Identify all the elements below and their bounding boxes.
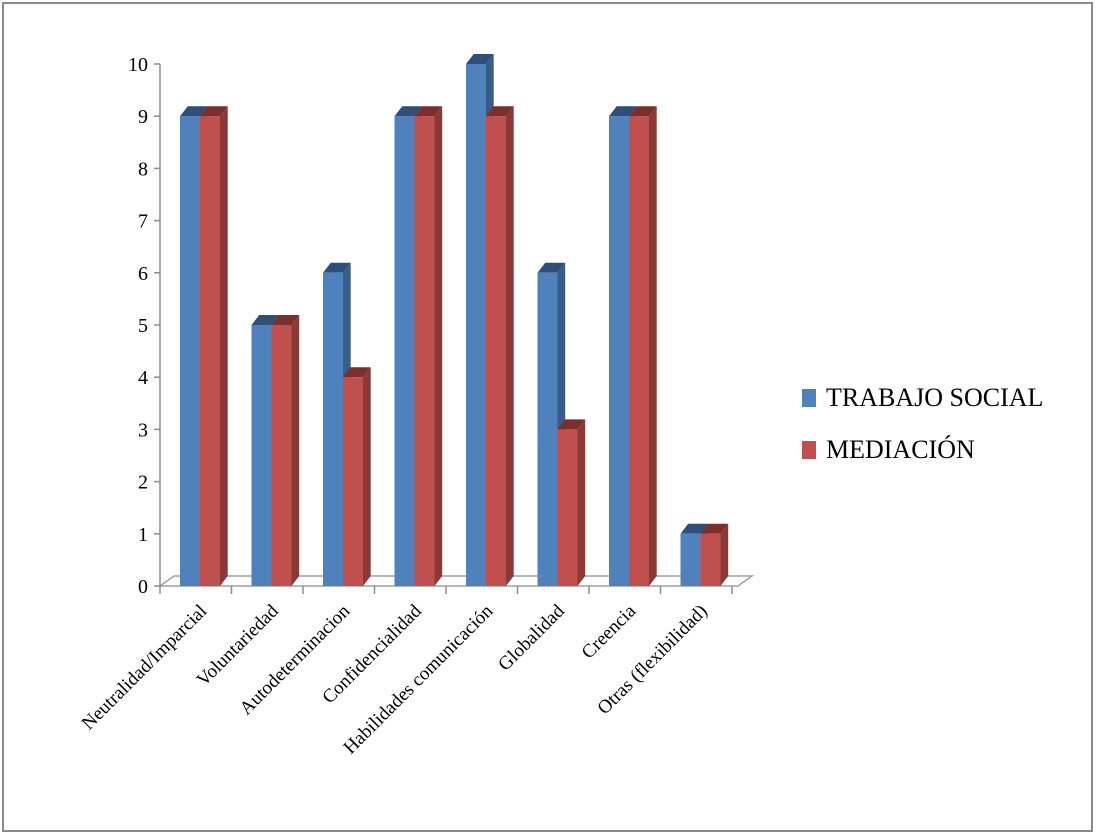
bar-face [537,272,558,586]
bar-top [537,262,566,273]
bar-mediacion [557,419,586,586]
y-tick-label: 1 [138,524,148,546]
y-tick-label: 0 [138,576,148,598]
bar-side [220,106,228,586]
bar-mediacion [700,523,729,586]
bar-mediacion [271,315,300,586]
bar-top [557,419,586,430]
chart-axes [154,63,755,594]
y-tick-label: 7 [138,211,148,233]
bar-top [486,106,514,117]
bar-side [291,315,300,586]
bar-face [700,533,721,586]
bar-side [720,523,729,586]
x-tick-label: Globalidad [494,600,569,675]
bar-face [629,116,649,586]
bar-top [700,523,729,534]
bar-mediacion [629,106,657,586]
bar-side [506,106,514,586]
bar-top [180,106,208,117]
y-tick-label: 6 [138,263,148,285]
bar-face [394,116,415,586]
bar-top [394,106,423,117]
bar-mediacion [200,106,228,586]
legend-label-trabajo-social: TRABAJO SOCIAL [826,383,1043,412]
bar-face [323,272,343,586]
bar-face [343,377,363,586]
bar-top [466,54,494,64]
bar-top [251,315,280,325]
bar-face [271,325,292,586]
y-tick-label: 5 [138,315,148,337]
legend-label-mediacion: MEDIACIÓN [826,435,975,464]
y-tick-label: 10 [128,54,148,76]
bar-mediacion [414,106,443,586]
y-tick-label: 9 [138,106,148,128]
bar-side [649,106,657,586]
y-tick-label: 8 [138,158,148,180]
bar-top [414,106,443,117]
bar-top [609,106,637,117]
bar-face [680,533,701,586]
bar-face [609,116,629,586]
legend-swatch-trabajo-social [802,389,816,407]
bar-side [577,419,586,586]
bar-side [363,367,371,586]
x-tick-label: Creencia [578,600,641,663]
y-tick-label: 3 [138,419,148,441]
bar-face [466,64,486,586]
bar-top [271,315,300,325]
bar-face [200,116,220,586]
bar-top [680,523,709,534]
y-axis-tick-labels: 0 1 2 3 4 5 6 7 8 9 10 [128,54,148,598]
bar-side [434,106,443,586]
bar-face [180,116,200,586]
x-tick-label: Habilidades comunicación [340,600,498,758]
bar-face [557,429,578,586]
x-axis-tick-labels: Neutralidad/ImparcialVoluntariedadAutode… [78,600,712,758]
bar-mediacion [343,367,371,586]
legend-swatch-mediacion [802,441,816,459]
x-tick-label: Neutralidad/Imparcial [78,601,211,734]
bar-mediacion [486,106,514,586]
chart-floor [157,575,755,587]
bar-face [251,325,272,586]
bar-face [414,116,435,586]
bar-face [486,116,506,586]
y-tick-label: 2 [138,472,148,494]
bar-top [343,367,371,378]
bar-top [629,106,657,117]
chart-bars [180,54,729,586]
bar-top [323,262,351,273]
chart-legend: TRABAJO SOCIAL MEDIACIÓN [802,383,1043,464]
bar-top [200,106,228,117]
y-tick-label: 4 [138,367,148,389]
